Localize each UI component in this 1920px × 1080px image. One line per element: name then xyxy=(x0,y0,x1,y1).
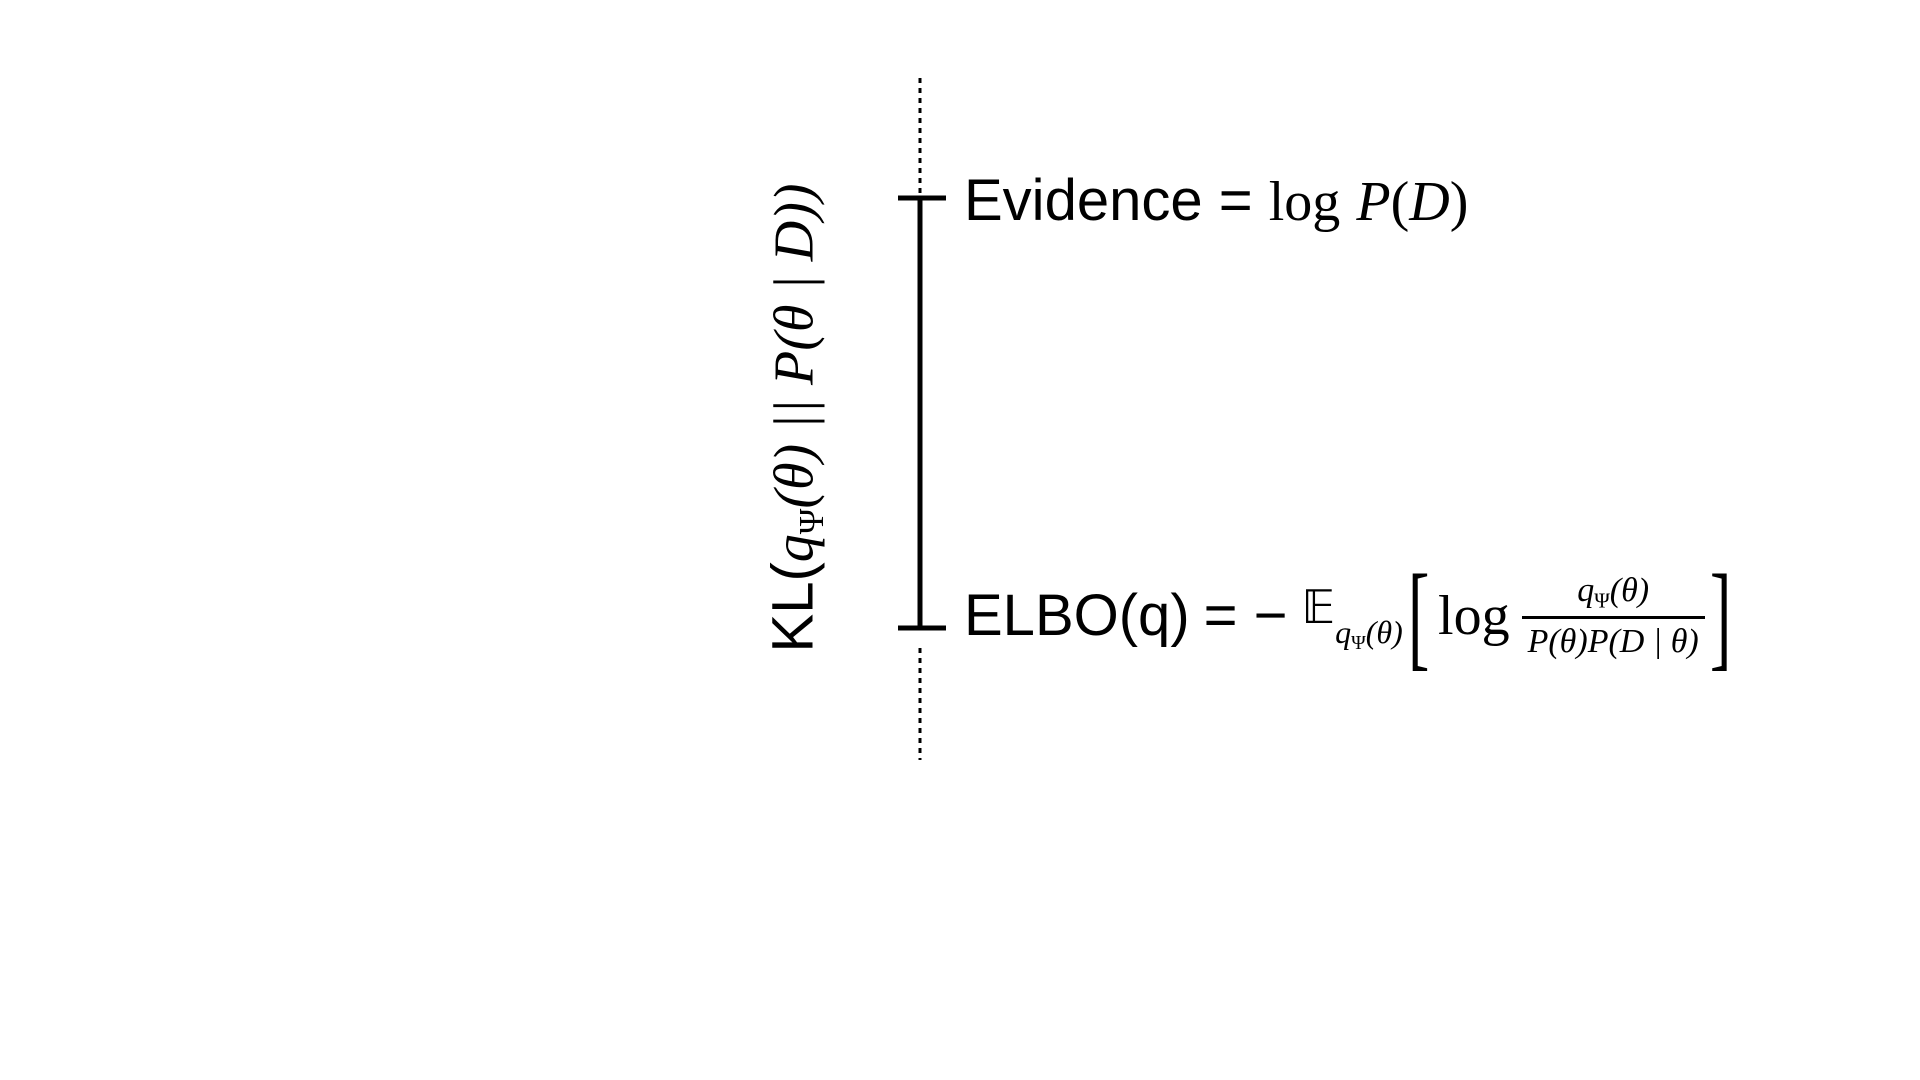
elbo-expectation: 𝔼 qΨ(θ) xyxy=(1302,578,1403,654)
expectation-sub-theta: (θ) xyxy=(1365,614,1403,651)
kl-psi: Ψ xyxy=(791,508,831,535)
elbo-log: log xyxy=(1438,585,1510,647)
expectation-sub-q: q xyxy=(1335,614,1352,651)
elbo-equals: = − xyxy=(1203,583,1288,648)
bracket-right: ] xyxy=(1709,550,1732,681)
kl-divergence-label: KL(qΨ(θ) || P(θ | D)) xyxy=(760,183,831,653)
elbo-fraction: qΨ(θ) P(θ)P(D | θ) xyxy=(1521,573,1705,659)
kl-q: q xyxy=(763,534,826,563)
expectation-symbol: 𝔼 xyxy=(1301,580,1336,635)
evidence-P: P xyxy=(1356,171,1391,233)
evidence-label: Evidence = log P(D) xyxy=(964,171,1469,233)
numerator-theta: (θ) xyxy=(1609,572,1650,610)
kl-rest: (θ) || P(θ | D)) xyxy=(763,183,826,509)
numerator-q: q xyxy=(1577,572,1595,610)
numerator-psi: Ψ xyxy=(1594,588,1610,613)
evidence-D: D xyxy=(1409,171,1450,233)
expectation-sub-psi: Ψ xyxy=(1351,632,1366,655)
expectation-subscript: qΨ(θ) xyxy=(1335,616,1403,654)
elbo-label: ELBO(q) = − 𝔼 qΨ(θ) [ log qΨ(θ) P(θ)P(D … xyxy=(964,556,1736,676)
kl-prefix: KL( xyxy=(760,562,826,653)
fraction-denominator: P(θ)P(D | θ) xyxy=(1521,615,1705,659)
fraction-numerator: qΨ(θ) xyxy=(1571,573,1655,615)
evidence-equals: = xyxy=(1218,168,1253,233)
elbo-word: ELBO(q) xyxy=(964,583,1190,648)
evidence-close-paren: ) xyxy=(1449,171,1469,233)
evidence-open-paren: ( xyxy=(1390,171,1410,233)
evidence-log: log xyxy=(1268,171,1341,233)
evidence-word: Evidence xyxy=(964,168,1203,233)
bracket-left: [ xyxy=(1407,550,1430,681)
